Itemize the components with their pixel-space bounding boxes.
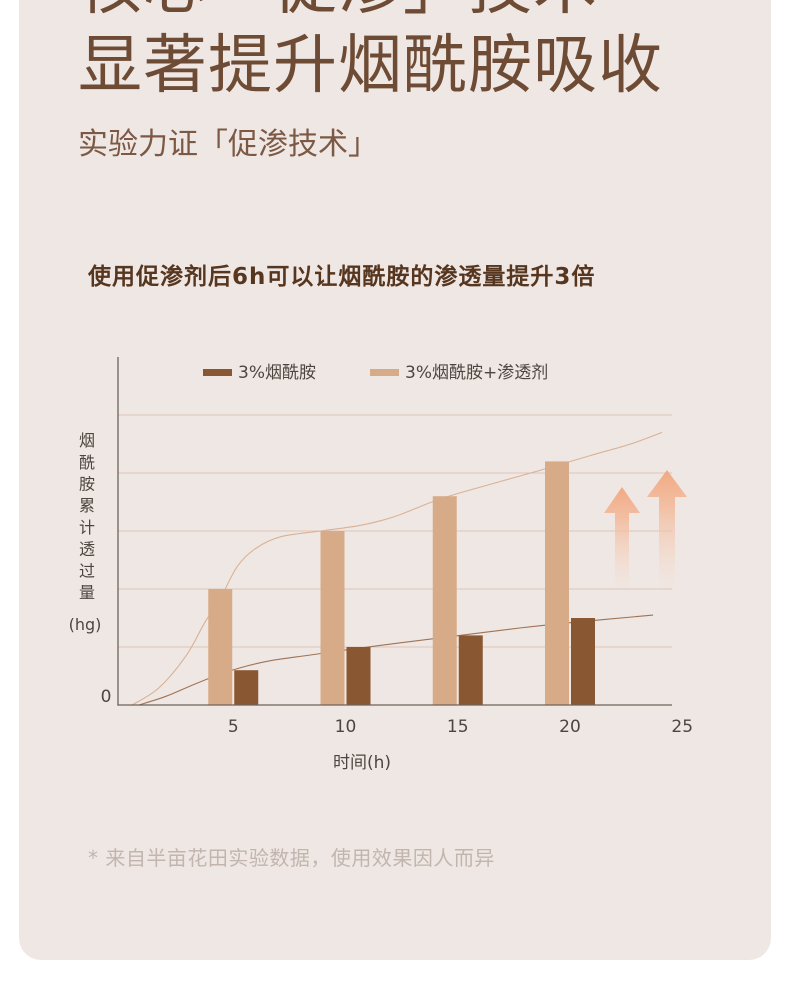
- x-tick-label: 20: [559, 717, 581, 737]
- y-tick-label: 0: [101, 687, 112, 707]
- bar-series-1-x-20: [545, 461, 569, 705]
- bars: [208, 461, 595, 705]
- up-arrow-icon: [647, 470, 687, 592]
- x-tick-label: 10: [335, 717, 357, 737]
- legend-item-series-0: 3%烟酰胺: [203, 363, 316, 383]
- bar-series-1-x-5: [208, 589, 233, 705]
- trend-line-series-0: [138, 614, 654, 706]
- headline-line-2: 显著提升烟酰胺吸收: [78, 29, 663, 103]
- legend-label: 3%烟酰胺: [238, 363, 316, 383]
- x-axis-label: 时间(h): [333, 753, 391, 773]
- headline-line-1: 核心「促渗」技术: [78, 0, 598, 19]
- bar-series-0-x-15: [458, 635, 483, 705]
- bar-series-0-x-10: [346, 647, 371, 705]
- up-arrow-icon: [604, 487, 640, 593]
- content-card: [19, 0, 771, 960]
- legend-item-series-1: 3%烟酰胺+渗透剂: [370, 363, 548, 383]
- chart-title: 使用促渗剂后6h可以让烟酰胺的渗透量提升3倍: [88, 264, 596, 290]
- bar-series-1-x-15: [432, 496, 457, 705]
- bar-series-0-x-5: [234, 670, 259, 705]
- legend-swatch: [203, 368, 232, 376]
- y-axis-unit: (hg): [68, 615, 102, 634]
- subtitle: 实验力证「促渗技术」: [78, 127, 378, 162]
- legend-swatch: [370, 368, 399, 376]
- x-tick-label: 5: [228, 717, 239, 737]
- axis-labels: 5 10 15 20 25 0 时间(h): [101, 687, 693, 773]
- axes: [117, 357, 672, 706]
- x-tick-label: 15: [447, 717, 469, 737]
- bar-series-1-x-10: [320, 531, 345, 705]
- x-tick-label: 25: [671, 717, 693, 737]
- y-axis-label: 烟酰胺累计透过量: [76, 432, 95, 606]
- bar-series-0-x-20: [571, 618, 595, 705]
- legend-label: 3%烟酰胺+渗透剂: [405, 363, 549, 383]
- footnote: * 来自半亩花田实验数据，使用效果因人而异: [88, 846, 495, 870]
- gridlines: [118, 414, 672, 648]
